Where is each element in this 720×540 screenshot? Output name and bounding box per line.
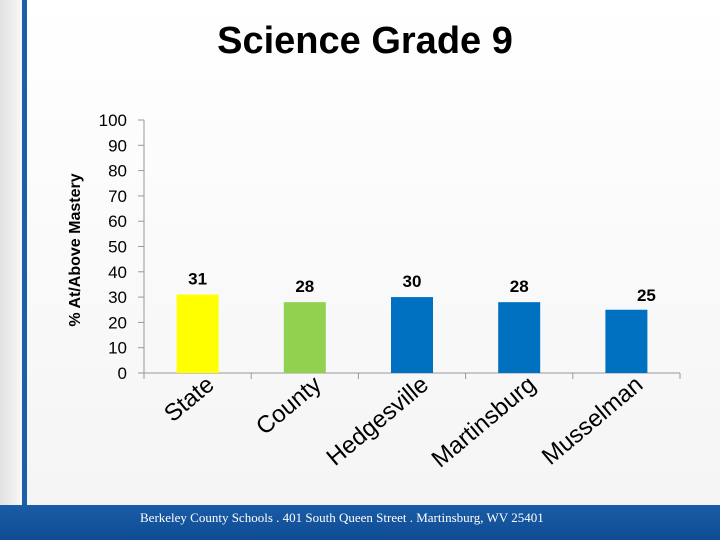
bar — [605, 309, 648, 373]
y-tick-label: 0 — [118, 364, 127, 383]
data-label: 30 — [403, 272, 422, 291]
bar — [176, 294, 219, 373]
y-tick-label: 60 — [108, 212, 127, 231]
y-tick-label: 40 — [108, 263, 127, 282]
x-category-label: Hedgesville — [321, 371, 433, 471]
data-label: 31 — [188, 270, 207, 289]
y-tick-label: 30 — [108, 288, 127, 307]
data-label: 28 — [295, 277, 314, 296]
data-label: 28 — [510, 277, 529, 296]
bar — [391, 297, 433, 373]
x-category-label: County — [251, 371, 327, 441]
y-tick-label: 100 — [99, 111, 127, 130]
y-tick-label: 50 — [108, 238, 127, 257]
x-category-label: State — [159, 371, 219, 428]
data-label: 25 — [637, 286, 656, 305]
y-tick-label: 80 — [108, 162, 127, 181]
left-accent-rule — [22, 0, 27, 505]
y-tick-label: 70 — [108, 187, 127, 206]
y-tick-label: 90 — [108, 136, 127, 155]
x-category-label: Musselman — [537, 371, 648, 471]
chart-title: Science Grade 9 — [217, 20, 513, 62]
y-tick-label: 20 — [108, 313, 127, 332]
left-decorative-stripe — [0, 0, 22, 540]
y-tick-label: 10 — [108, 339, 127, 358]
x-category-label: Martinsburg — [427, 371, 541, 473]
bar — [498, 302, 541, 373]
footer-address: Berkeley County Schools . 401 South Quee… — [140, 510, 544, 525]
footer-bar — [0, 505, 720, 540]
bar — [283, 302, 326, 373]
